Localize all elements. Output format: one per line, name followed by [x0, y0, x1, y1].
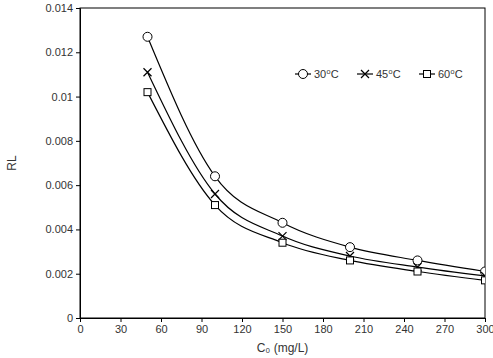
- y-tick-mark: [76, 318, 80, 319]
- plot: 030609012015018021024027030000.0020.0040…: [45, 2, 493, 335]
- y-tick: 0.004: [45, 223, 80, 235]
- x-tick-label: 210: [355, 323, 373, 335]
- x-tick-label: 120: [233, 323, 251, 335]
- legend-label: 60⁰C: [438, 68, 463, 80]
- y-tick-mark: [76, 52, 80, 53]
- x-tick-label: 150: [274, 323, 292, 335]
- chart: 030609012015018021024027030000.0020.0040…: [0, 0, 493, 358]
- y-tick-mark: [76, 229, 80, 230]
- data-point: [144, 89, 151, 96]
- x-axis-title: C₀ (mg/L): [257, 341, 309, 355]
- y-tick: 0.006: [45, 179, 80, 191]
- data-point: [346, 243, 355, 252]
- x-tick-mark: [364, 318, 365, 322]
- x-tick-label: 180: [314, 323, 332, 335]
- x-tick: 150: [274, 318, 292, 335]
- x-tick: 210: [355, 318, 373, 335]
- y-tick-mark: [76, 97, 80, 98]
- x-tick: 90: [196, 318, 208, 335]
- x-tick: 0: [77, 318, 83, 335]
- data-point: [279, 239, 286, 246]
- data-point: [211, 190, 219, 198]
- x-tick-mark: [242, 318, 243, 322]
- y-tick: 0.01: [52, 91, 80, 103]
- legend: 30⁰C 45⁰C 60⁰C: [295, 68, 463, 80]
- x-tick-label: 300: [476, 323, 493, 335]
- y-tick-label: 0.01: [52, 91, 73, 103]
- y-tick-mark: [76, 185, 80, 186]
- plot-frame: [80, 8, 485, 318]
- x-tick-mark: [121, 318, 122, 322]
- y-tick: 0.012: [45, 46, 80, 58]
- x-tick: 30: [115, 318, 127, 335]
- data-point: [212, 202, 219, 209]
- y-tick-label: 0.014: [45, 2, 73, 14]
- series-group: [143, 32, 485, 284]
- legend-label: 30⁰C: [314, 68, 339, 80]
- y-tick-label: 0.002: [45, 268, 73, 280]
- x-tick-mark: [485, 318, 486, 322]
- x-tick: 180: [314, 318, 332, 335]
- y-axis-line: [76, 9, 81, 319]
- x-tick-label: 240: [395, 323, 413, 335]
- data-point: [347, 257, 354, 264]
- y-axis: 0 0.002 0.004 0.006 0.008 0.01 0.012 0.014: [45, 2, 80, 324]
- data-point: [211, 172, 220, 181]
- y-tick-mark: [76, 141, 80, 142]
- x-tick-mark: [404, 318, 405, 322]
- x-tick: 60: [155, 318, 167, 335]
- legend-marker: [361, 70, 369, 78]
- data-point: [144, 68, 152, 76]
- x-tick-mark: [202, 318, 203, 322]
- data-point: [278, 218, 287, 227]
- y-tick-label: 0: [67, 312, 73, 324]
- y-tick-label: 0.008: [45, 135, 73, 147]
- y-tick-label: 0.004: [45, 223, 73, 235]
- x-tick-label: 90: [196, 323, 208, 335]
- x-tick-mark: [283, 318, 284, 322]
- y-tick: 0.014: [45, 2, 80, 14]
- x-tick: 120: [233, 318, 251, 335]
- x-tick-mark: [445, 318, 446, 322]
- data-point: [482, 277, 486, 284]
- x-axis: 0 30 60 90 120 150 180 210 240 270 300: [77, 318, 493, 335]
- y-tick-mark: [76, 8, 80, 9]
- series-line: [148, 72, 486, 276]
- x-tick-label: 270: [436, 323, 454, 335]
- data-point: [143, 32, 152, 41]
- series-line: [148, 92, 486, 280]
- legend-marker: [424, 71, 431, 78]
- legend-label: 45⁰C: [376, 68, 401, 80]
- series-line: [148, 37, 486, 272]
- x-tick-mark: [323, 318, 324, 322]
- legend-entry: 60⁰C: [419, 68, 463, 80]
- x-tick: 300: [476, 318, 493, 335]
- x-tick-label: 0: [77, 323, 83, 335]
- legend-entry: 30⁰C: [295, 68, 339, 80]
- y-tick: 0: [67, 312, 80, 324]
- legend-entry: 45⁰C: [357, 68, 401, 80]
- x-axis-line: [81, 319, 486, 323]
- x-tick-label: 60: [155, 323, 167, 335]
- x-tick: 240: [395, 318, 413, 335]
- y-axis-title: RL: [5, 155, 19, 171]
- legend-marker: [299, 70, 308, 79]
- y-tick: 0.008: [45, 135, 80, 147]
- data-point: [414, 268, 421, 275]
- x-tick-mark: [161, 318, 162, 322]
- y-tick: 0.002: [45, 268, 80, 280]
- x-tick-label: 30: [115, 323, 127, 335]
- y-tick-label: 0.012: [45, 46, 73, 58]
- x-tick: 270: [436, 318, 454, 335]
- y-tick-mark: [76, 274, 80, 275]
- y-tick-label: 0.006: [45, 179, 73, 191]
